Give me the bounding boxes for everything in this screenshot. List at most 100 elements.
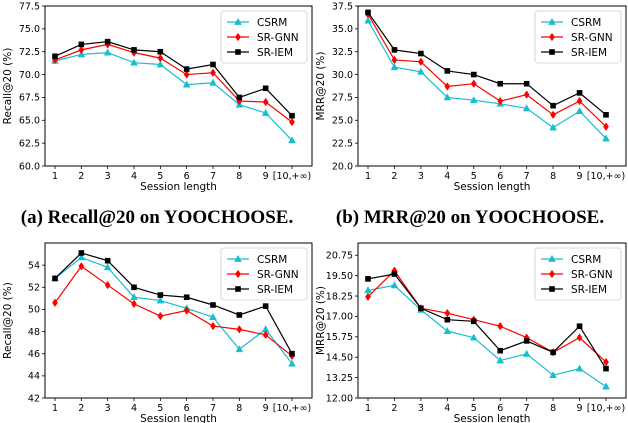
data-point (602, 134, 610, 142)
data-point (418, 50, 424, 57)
x-tick-label: [10,+∞) (587, 403, 625, 414)
y-tick-label: 70.0 (19, 70, 40, 81)
data-point (52, 53, 58, 60)
data-point (522, 349, 531, 357)
data-point (236, 94, 243, 101)
legend-marker (234, 254, 242, 262)
y-tick-label: 75.0 (19, 24, 40, 35)
data-point (78, 45, 85, 55)
panel-2: 20.0 22.5 25.0 27.5 30.0 32.5 35.0 37.5 1 2 3 4 5 6 7 8… (315, 1, 627, 228)
data-point (576, 323, 583, 330)
series-line-csrm (367, 284, 607, 388)
x-tick-label: 2 (391, 171, 397, 182)
y-tick-label: 65.0 (19, 116, 40, 127)
y-tick-label: 35.0 (332, 24, 353, 35)
data-point (289, 117, 295, 127)
legend-marker (548, 254, 556, 262)
panel-4: 12.00 13.25 14.50 15.75 17.00 18.25 19.50 20.75… (315, 242, 627, 423)
data-point (104, 280, 111, 290)
x-axis-label: Session length (454, 181, 531, 193)
series-line-sr-gnn (54, 43, 293, 123)
legend-entry: CSRM (571, 254, 601, 266)
data-point (390, 281, 399, 289)
data-point (130, 58, 138, 66)
legend-box (220, 247, 308, 301)
x-tick-label: 1 (365, 403, 371, 414)
legend-marker (549, 49, 555, 55)
data-point (209, 78, 217, 86)
series-line-sr-gnn (54, 265, 293, 357)
data-point (156, 60, 165, 68)
x-tick-label: 2 (391, 403, 397, 414)
data-point (262, 97, 269, 107)
data-point (183, 66, 190, 72)
x-tick-label: 7 (524, 171, 530, 182)
y-tick-label: 13.25 (326, 373, 353, 384)
data-point (497, 80, 504, 87)
legend-entry: CSRM (571, 17, 601, 29)
x-tick-label: 7 (210, 403, 216, 414)
legend-box (220, 10, 308, 64)
plot-frame (44, 242, 313, 399)
legend-marker (235, 269, 241, 279)
series-line-csrm (54, 256, 293, 365)
series-line-csrm (367, 20, 607, 139)
data-point (418, 305, 424, 312)
x-tick-label: 2 (78, 171, 84, 182)
x-tick-label: 2 (78, 403, 84, 414)
y-tick-label: 15.75 (326, 332, 353, 343)
x-tick-label: 4 (444, 171, 450, 182)
legend-entry: CSRM (257, 17, 287, 29)
data-point (157, 292, 164, 298)
y-tick-label: 22.5 (332, 138, 353, 149)
legend-marker (549, 286, 555, 292)
legend-marker (549, 269, 555, 279)
legend-entry: SR-GNN (257, 32, 299, 44)
series-line-sr-iem (54, 252, 293, 355)
y-tick-label: 20.0 (332, 161, 353, 172)
data-point (182, 80, 191, 88)
data-point (603, 122, 609, 131)
x-tick-label: 6 (184, 403, 190, 414)
data-point (549, 371, 557, 379)
data-point (288, 136, 296, 144)
data-point (417, 57, 424, 67)
data-point (470, 318, 477, 325)
data-point (523, 90, 530, 99)
plot-frame (357, 5, 627, 167)
x-tick-label: 4 (131, 171, 137, 182)
x-tick-label: 3 (418, 171, 424, 182)
x-tick-label: 5 (157, 171, 163, 182)
legend-entry: SR-IEM (571, 47, 607, 59)
x-tick-label: 6 (497, 171, 503, 182)
data-point (576, 96, 583, 106)
data-point (78, 262, 85, 271)
x-tick-label: 9 (263, 403, 269, 414)
data-point (365, 276, 371, 282)
data-point (603, 365, 609, 372)
panel-1: 60.0 62.5 65.0 67.5 70.0 72.5 75.0 77.5 1 2 3 4 5 6 7 8… (2, 1, 313, 228)
y-tick-label: 27.5 (332, 93, 353, 104)
data-point (210, 302, 216, 308)
y-tick-label: 60.0 (19, 161, 40, 172)
panel-caption: (b) MRR@20 on YOOCHOOSE. (336, 207, 604, 228)
y-tick-label: 14.50 (326, 353, 353, 364)
x-tick-label: 9 (577, 171, 583, 182)
data-point (550, 110, 557, 120)
data-point (365, 292, 371, 302)
x-tick-label: 8 (550, 171, 556, 182)
data-point (496, 356, 505, 364)
data-point (104, 38, 111, 45)
data-point (469, 333, 478, 341)
data-point (417, 67, 425, 75)
y-tick-label: 37.5 (332, 1, 353, 12)
x-tick-label: 4 (131, 403, 137, 414)
y-tick-label: 62.5 (19, 138, 40, 149)
data-point (52, 298, 58, 308)
x-tick-label: 1 (365, 171, 371, 182)
legend-marker (549, 32, 555, 42)
series-line-sr-gnn (367, 269, 607, 363)
legend-marker (235, 286, 241, 292)
data-point (550, 102, 556, 109)
y-tick-label: 30.0 (332, 70, 353, 81)
